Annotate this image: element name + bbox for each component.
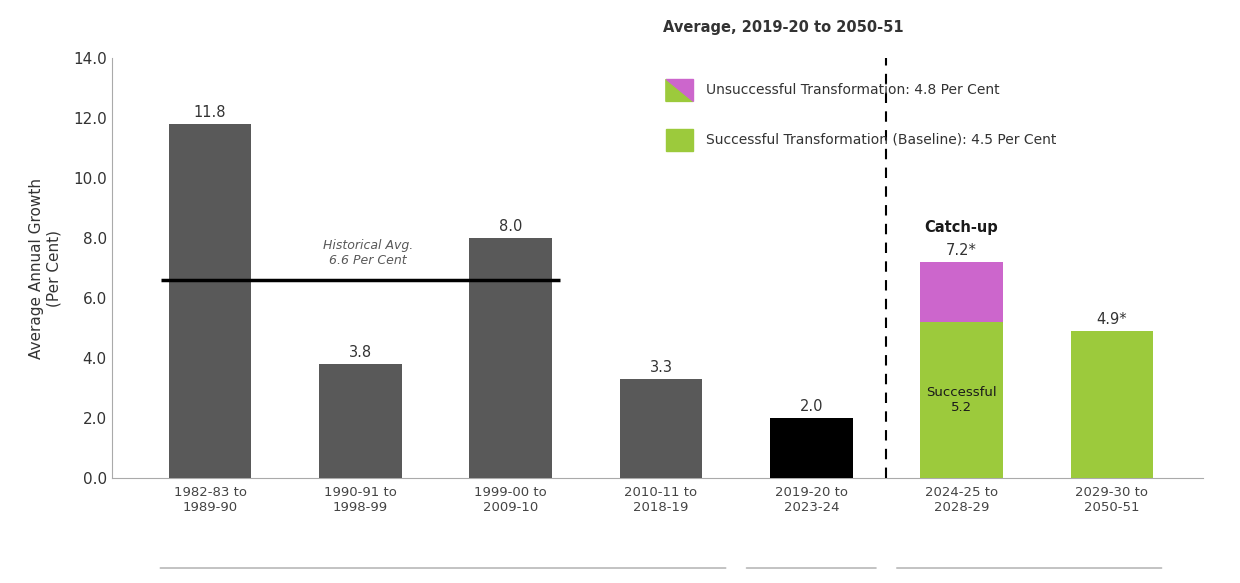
Bar: [620, 379, 702, 478]
Bar: [920, 262, 1003, 322]
Bar: [770, 418, 853, 478]
Y-axis label: Average Annual Growth
(Per Cent): Average Annual Growth (Per Cent): [30, 178, 62, 359]
Text: 8.0: 8.0: [498, 219, 522, 234]
Bar: [469, 238, 552, 478]
Text: Average, 2019-20 to 2050-51: Average, 2019-20 to 2050-51: [663, 20, 904, 36]
Text: 3.3: 3.3: [650, 360, 672, 375]
Text: Catch-up: Catch-up: [925, 220, 998, 235]
Bar: [169, 124, 252, 478]
Text: Historical Avg.
6.6 Per Cent: Historical Avg. 6.6 Per Cent: [322, 238, 413, 266]
Text: Successful Transformation (Baseline): 4.5 Per Cent: Successful Transformation (Baseline): 4.…: [706, 133, 1056, 147]
Text: 7.2*: 7.2*: [946, 243, 977, 258]
Bar: [920, 322, 1003, 478]
Text: Successful
5.2: Successful 5.2: [926, 386, 997, 414]
Text: 2.0: 2.0: [800, 399, 823, 413]
Text: 4.9*: 4.9*: [1096, 312, 1127, 326]
Bar: [319, 364, 402, 478]
Text: Unsuccessful Transformation: 4.8 Per Cent: Unsuccessful Transformation: 4.8 Per Cen…: [706, 83, 999, 97]
Text: 3.8: 3.8: [348, 345, 372, 360]
Text: 11.8: 11.8: [193, 105, 226, 120]
Bar: [1070, 331, 1153, 478]
